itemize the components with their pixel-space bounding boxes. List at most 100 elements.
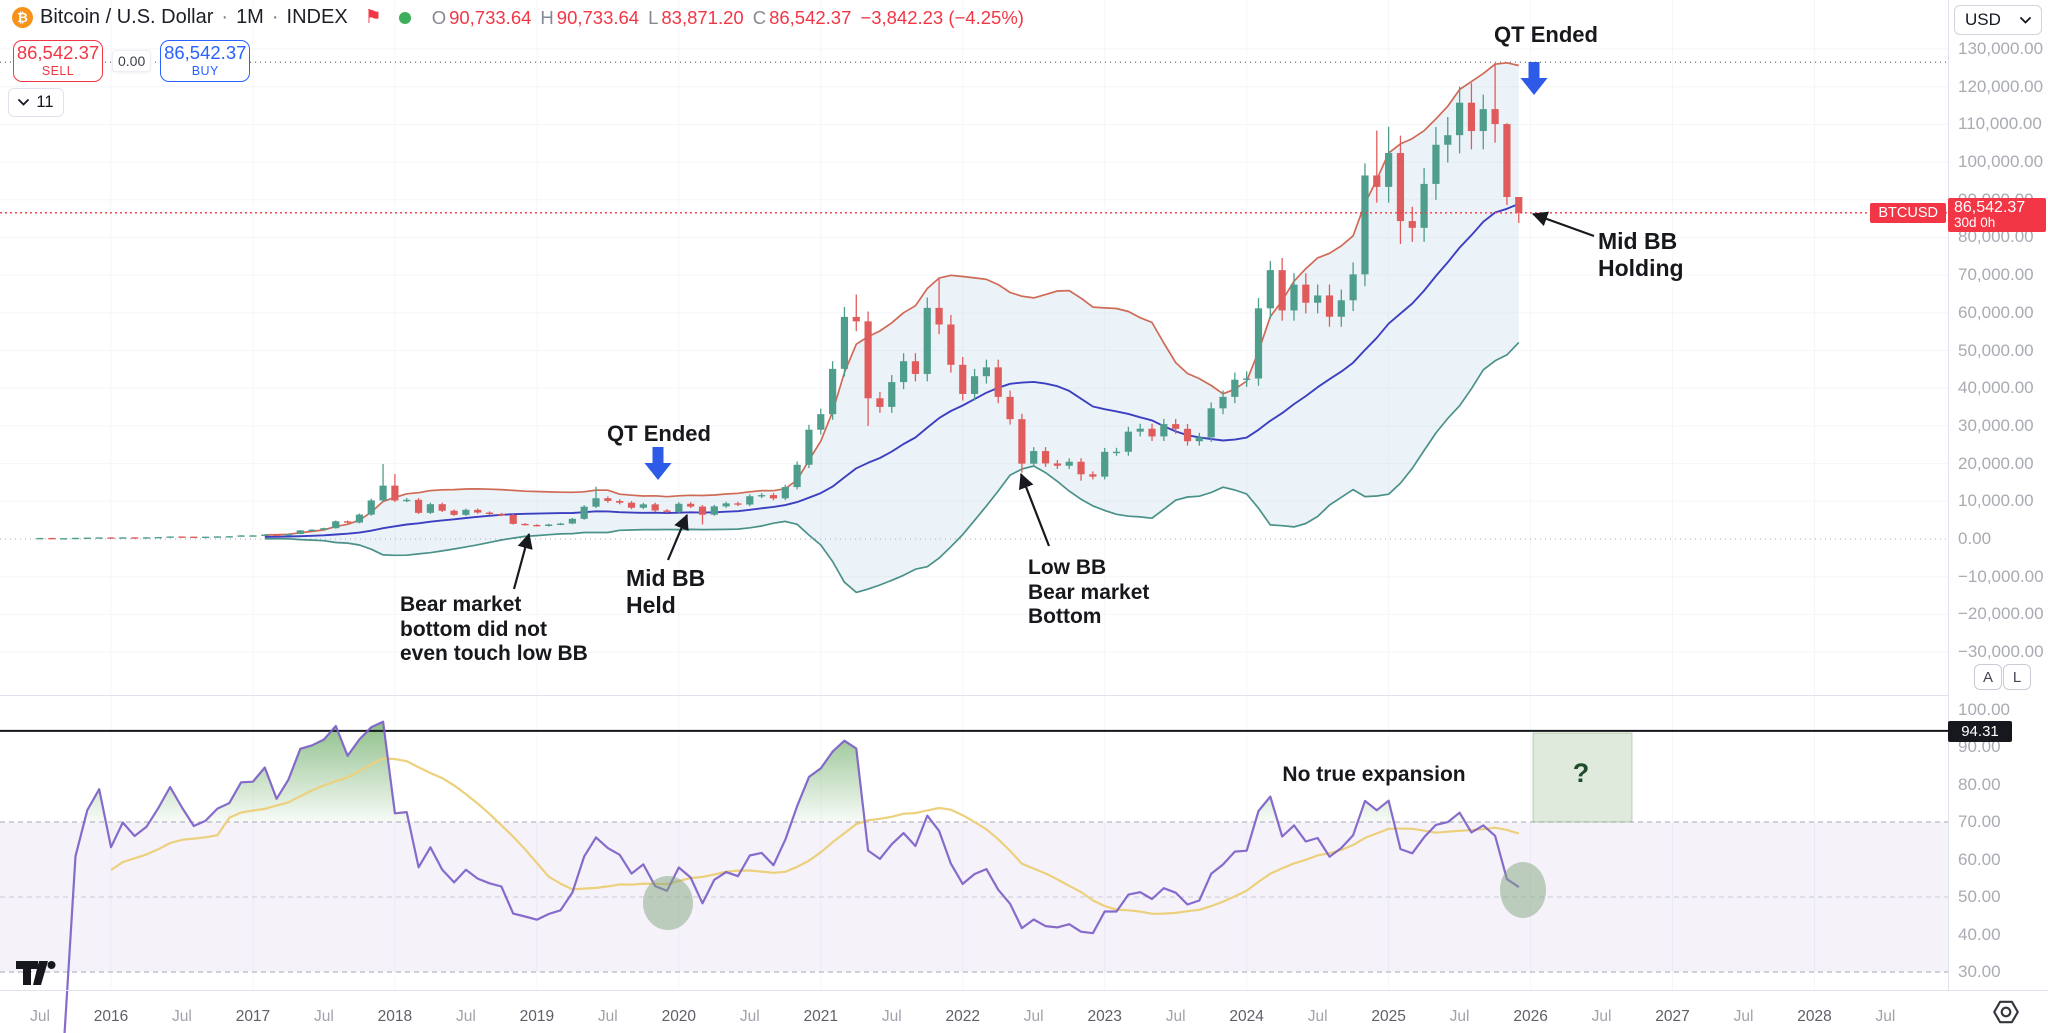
- price-tick-label: 10,000.00: [1958, 491, 2034, 511]
- indicators-toggle[interactable]: 11: [8, 88, 64, 117]
- price-tick-label: 30,000.00: [1958, 415, 2034, 435]
- open-letter: O: [431, 6, 447, 28]
- candle: [332, 521, 340, 529]
- candle: [556, 523, 565, 525]
- candle: [1420, 183, 1428, 228]
- time-tick-label: Jul: [172, 1008, 192, 1025]
- currency-dropdown[interactable]: USD: [1954, 5, 2042, 35]
- candle: [1053, 463, 1061, 466]
- buy-button[interactable]: 86,542.37 BUY: [160, 40, 251, 82]
- candle: [355, 514, 364, 523]
- low-letter: L: [648, 6, 659, 28]
- candle: [1325, 295, 1334, 317]
- annotation-arrow: [1019, 472, 1051, 547]
- candle: [1361, 175, 1369, 275]
- symbol-title[interactable]: Bitcoin / U.S. Dollar: [40, 6, 214, 28]
- candle: [426, 504, 434, 513]
- time-tick-label: 2024: [1229, 1008, 1264, 1025]
- candle: [1302, 284, 1310, 303]
- candle: [769, 495, 778, 499]
- time-tick-label: Jul: [1165, 1008, 1186, 1025]
- price-tick-label: −30,000.00: [1958, 642, 2044, 662]
- candle: [178, 536, 186, 538]
- symbol-price-label: BTCUSD: [1870, 203, 1946, 223]
- candle: [651, 504, 659, 511]
- candle: [48, 537, 56, 540]
- time-tick-label: 2019: [519, 1008, 555, 1025]
- candle: [1041, 451, 1050, 464]
- candle: [296, 530, 304, 534]
- candle: [83, 537, 91, 539]
- candle: [923, 307, 931, 374]
- candle: [414, 499, 423, 513]
- candle: [1231, 379, 1239, 397]
- candle: [403, 499, 411, 502]
- down-arrow-icon: [644, 447, 672, 480]
- candle: [36, 537, 44, 540]
- auto-scale-button[interactable]: A: [1974, 664, 2002, 690]
- time-tick-label: 2017: [235, 1008, 271, 1025]
- candle: [1030, 451, 1038, 464]
- low-bb-bottom-label: Low BB Bear market Bottom: [1028, 556, 1150, 629]
- time-tick-label: 2016: [93, 1008, 129, 1025]
- candle: [698, 506, 707, 515]
- time-tick-label: Jul: [313, 1008, 334, 1025]
- candle: [852, 316, 860, 322]
- candle: [119, 537, 127, 539]
- timeframe-label[interactable]: 1M: [236, 6, 264, 28]
- candle: [391, 485, 399, 501]
- rsi-tick-label: 80.00: [1958, 774, 2001, 794]
- exchange-label[interactable]: INDEX: [286, 6, 348, 28]
- candle: [781, 487, 789, 499]
- candle: [864, 321, 872, 399]
- candle: [746, 496, 754, 505]
- time-tick-label: Jul: [455, 1008, 476, 1025]
- candle: [1136, 428, 1144, 432]
- annotation-arrow: [1531, 211, 1595, 238]
- candle: [911, 361, 920, 374]
- tradingview-logo: [16, 961, 56, 985]
- candle: [1515, 197, 1523, 213]
- annotation-arrow: [512, 532, 533, 590]
- market-status-icon[interactable]: [398, 11, 411, 24]
- candle: [935, 307, 943, 325]
- price-tick-label: 110,000.00: [1958, 114, 2042, 134]
- candle: [604, 498, 612, 501]
- candle: [1172, 424, 1180, 429]
- time-tick-label: Jul: [1023, 1008, 1044, 1025]
- mid-bb-held-label: Mid BB Held: [626, 565, 706, 618]
- candle: [1491, 109, 1499, 125]
- buy-label: BUY: [191, 63, 219, 78]
- ohlc-readout: O 90,733.64 H 90,733.64 L 83,871.20 C 86…: [432, 7, 1024, 29]
- candle: [817, 414, 825, 430]
- high-value: 90,733.64: [556, 6, 640, 28]
- last-price-tag: 86,542.37 30d 0h: [1948, 198, 2046, 232]
- candle: [793, 464, 801, 488]
- candle: [273, 534, 281, 536]
- qt-ended-mid-label: QT Ended: [607, 421, 711, 446]
- separator-dot: ·: [271, 6, 279, 28]
- candle: [497, 514, 505, 516]
- candle: [1112, 451, 1121, 454]
- candle: [1065, 461, 1073, 466]
- candle: [1444, 135, 1452, 145]
- price-tick-label: 60,000.00: [1958, 302, 2034, 322]
- rsi-tick-label: 30.00: [1958, 962, 2001, 981]
- rsi-tick-label: 100.00: [1958, 699, 2010, 719]
- flag-icon[interactable]: ⚑: [364, 7, 382, 28]
- sell-button[interactable]: 86,542.37 SELL: [13, 40, 103, 82]
- close-letter: C: [752, 6, 767, 28]
- settings-icon[interactable]: [1991, 997, 2021, 1027]
- candle: [663, 510, 671, 512]
- open-value: 90,733.64: [449, 6, 532, 28]
- candle: [1373, 175, 1381, 187]
- pane-separator[interactable]: [0, 695, 1948, 696]
- candle: [1183, 428, 1192, 442]
- candle: [1479, 109, 1487, 132]
- annotation-arrow: [666, 513, 689, 561]
- candle: [970, 376, 979, 394]
- time-tick-label: 2022: [945, 1008, 980, 1025]
- price-tick-label: 40,000.00: [1958, 378, 2034, 398]
- log-scale-button[interactable]: L: [2003, 664, 2031, 690]
